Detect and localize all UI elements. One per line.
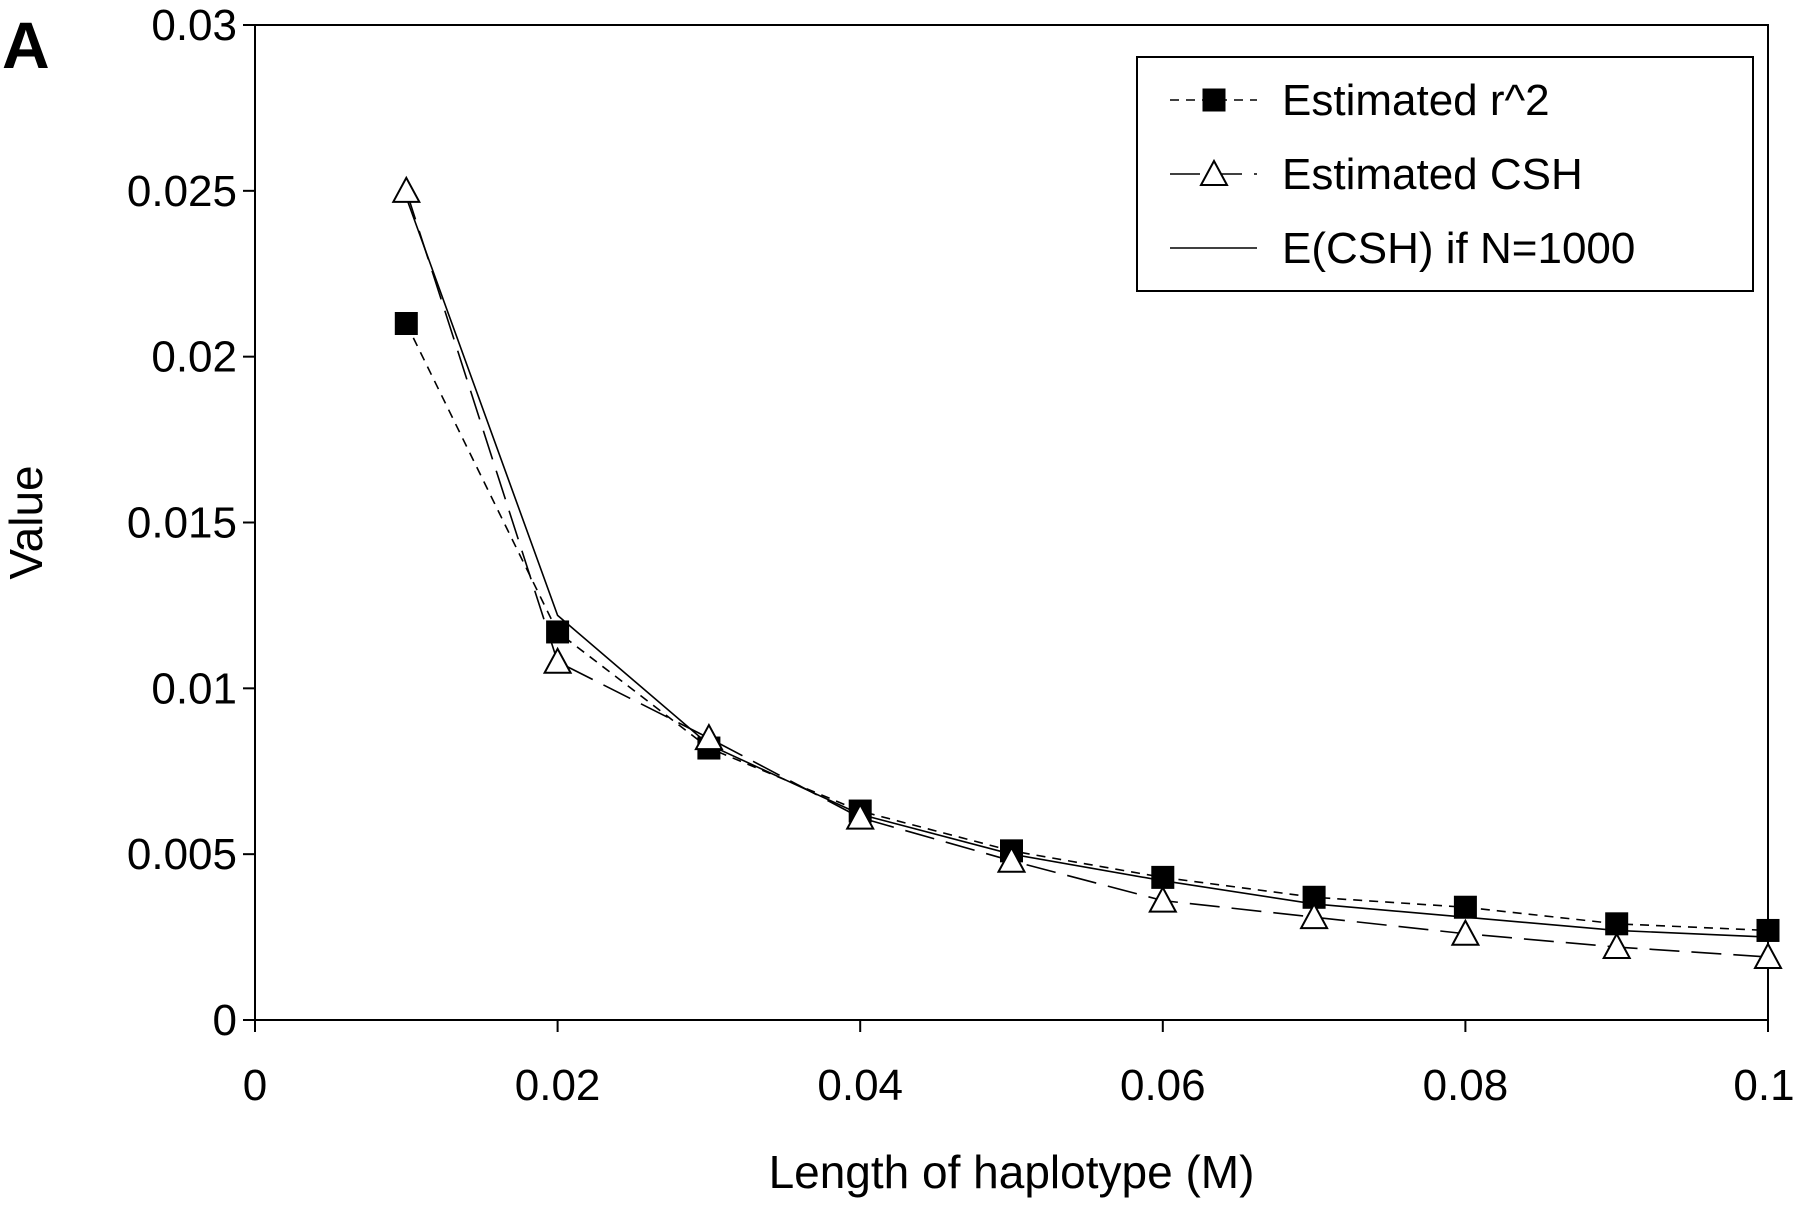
x-tick-label: 0.06 [1120, 1061, 1206, 1110]
series-2-point [1753, 941, 1783, 969]
series-1-point [1756, 918, 1780, 942]
legend-marker-2 [1199, 158, 1229, 186]
y-tick-label: 0.005 [127, 830, 237, 879]
x-tick-label: 0.1 [1733, 1061, 1794, 1110]
series-2-point [1299, 902, 1329, 930]
legend-label-2: Estimated CSH [1282, 150, 1583, 199]
series-2-point [996, 845, 1027, 873]
y-axis: 0 0.005 0.01 0.015 0.02 0.025 0.03 [127, 1, 255, 1045]
series-1-point [1453, 895, 1477, 919]
series-2-point [542, 646, 573, 674]
x-axis: 0 0.02 0.04 0.06 0.08 0.1 [243, 1020, 1795, 1110]
x-tick-label: 0.04 [817, 1061, 903, 1110]
legend-label-3: E(CSH) if N=1000 [1282, 224, 1635, 273]
series-2-point [694, 722, 724, 751]
series-2-point [845, 802, 875, 830]
series-line-3 [405, 197, 1769, 938]
y-tick-label: 0 [213, 996, 237, 1045]
panel-label: A [2, 8, 50, 82]
series-1-point [394, 312, 418, 335]
series-layer [391, 175, 1783, 969]
x-tick-label: 0.08 [1423, 1061, 1509, 1110]
legend-label-1: Estimated r^2 [1282, 76, 1550, 125]
legend-marker-1 [1202, 88, 1226, 112]
series-line-2 [405, 190, 1769, 958]
series-1-point [1151, 865, 1175, 889]
x-tick-label: 0.02 [515, 1061, 601, 1110]
x-axis-title: Length of haplotype (M) [769, 1146, 1255, 1198]
legend: Estimated r^2 Estimated CSH E(CSH) if N=10… [1136, 56, 1754, 292]
y-tick-label: 0.025 [127, 167, 237, 216]
y-tick-label: 0.015 [127, 499, 237, 548]
series-2-point [391, 175, 421, 203]
x-tick-label: 0 [243, 1061, 267, 1110]
series-2-point [1602, 931, 1632, 960]
y-tick-label: 0.01 [151, 664, 237, 713]
y-tick-label: 0.03 [151, 1, 237, 50]
y-axis-title: Value [0, 465, 52, 579]
y-tick-label: 0.02 [151, 333, 237, 382]
series-1-point [546, 620, 570, 644]
series-2-point [1148, 885, 1178, 913]
series-line-1 [405, 323, 1769, 932]
series-1-point [1605, 912, 1629, 936]
series-2-point [1450, 918, 1481, 946]
